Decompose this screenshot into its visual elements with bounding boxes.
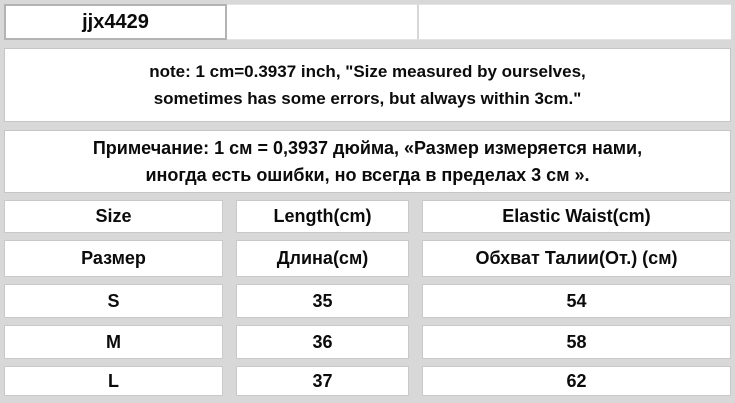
product-code: jjx4429	[82, 10, 149, 33]
cell-waist: 58	[422, 325, 731, 359]
header-length-ru: Длина(см)	[236, 240, 409, 277]
table-row-size-m: M 36 58	[4, 325, 731, 359]
header-waist-en: Elastic Waist(cm)	[422, 200, 731, 233]
table-header-row-en: Size Length(cm) Elastic Waist(cm)	[4, 200, 731, 233]
empty-cell	[227, 4, 417, 40]
note-english: note: 1 cm=0.3937 inch, "Size measured b…	[4, 48, 731, 122]
note-english-line1: note: 1 cm=0.3937 inch, "Size measured b…	[149, 62, 586, 81]
header-size-ru: Размер	[4, 240, 223, 277]
table-row-size-s: S 35 54	[4, 284, 731, 318]
table-row-size-l: L 37 62	[4, 366, 731, 396]
product-code-cell: jjx4429	[4, 4, 227, 40]
header-waist-ru: Обхват Талии(От.) (см)	[422, 240, 731, 277]
note-russian-line1: Примечание: 1 см = 0,3937 дюйма, «Размер…	[92, 137, 643, 158]
note-russian: Примечание: 1 см = 0,3937 дюйма, «Размер…	[4, 130, 731, 193]
cell-length: 35	[236, 284, 409, 318]
table-header-row-ru: Размер Длина(см) Обхват Талии(От.) (см)	[4, 240, 731, 277]
cell-size: M	[4, 325, 223, 359]
cell-waist: 62	[422, 366, 731, 396]
cell-size: L	[4, 366, 223, 396]
header-length-en: Length(cm)	[236, 200, 409, 233]
cell-waist: 54	[422, 284, 731, 318]
note-russian-line2: иногда есть ошибки, но всегда в пределах…	[145, 164, 590, 185]
empty-cell	[417, 4, 731, 40]
cell-size: S	[4, 284, 223, 318]
cell-length: 36	[236, 325, 409, 359]
note-english-line2: sometimes has some errors, but always wi…	[153, 89, 582, 108]
product-code-row: jjx4429	[4, 4, 731, 40]
cell-length: 37	[236, 366, 409, 396]
header-size-en: Size	[4, 200, 223, 233]
